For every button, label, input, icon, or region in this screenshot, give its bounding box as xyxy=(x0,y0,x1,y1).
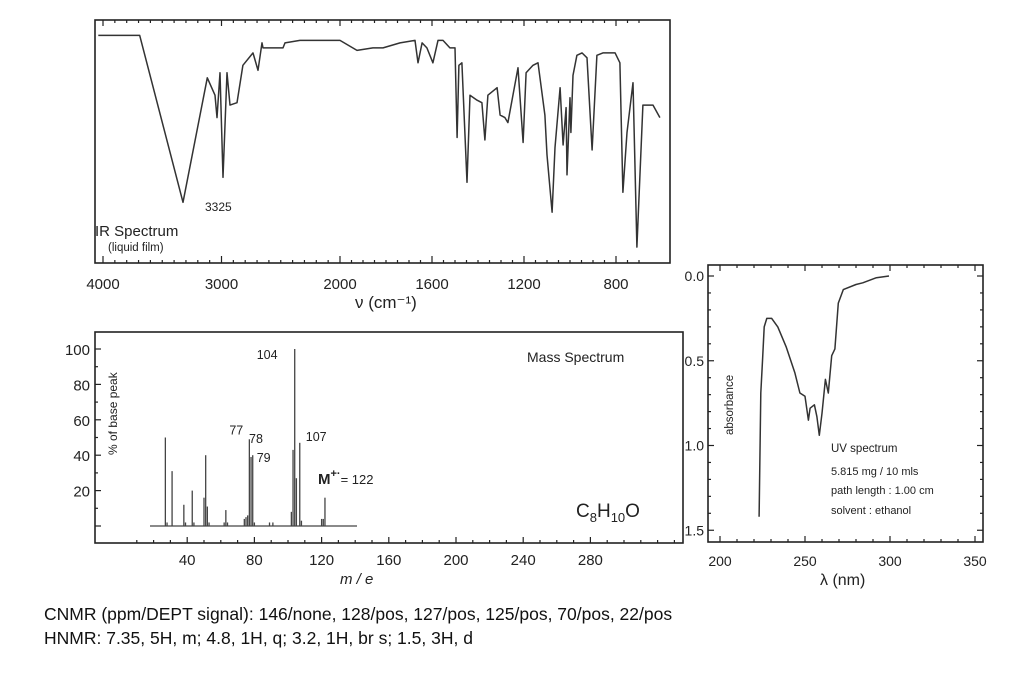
uv-spectrum-line xyxy=(758,275,890,517)
ir-x-tick-label: 800 xyxy=(603,276,628,293)
ms-x-tick-label: 280 xyxy=(578,552,603,569)
ms-panel: 40 80 120 160 200 240 280 20 40 60 80 100 104 77 78 79… xyxy=(65,331,684,588)
ir-frame xyxy=(94,19,671,264)
ir-x-tick-label: 4000 xyxy=(86,276,119,293)
ir-peak-label: 3325 xyxy=(205,200,232,214)
ms-y-tick-label: 60 xyxy=(73,413,90,430)
uv-y-tick-label: 1.0 xyxy=(685,438,705,454)
uv-x-tick-label: 200 xyxy=(708,553,732,569)
uv-ylabel: absorbance xyxy=(724,375,736,435)
uv-frame xyxy=(707,264,984,543)
ms-peak-label: 78 xyxy=(249,432,263,446)
ms-x-tick-label: 160 xyxy=(376,552,401,569)
ms-ylabel: % of base peak xyxy=(106,371,120,455)
ms-x-tick-label: 240 xyxy=(511,552,536,569)
ms-x-tick-label: 80 xyxy=(246,552,263,569)
hnmr-text: HNMR: 7.35, 5H, m; 4.8, 1H, q; 3.2, 1H, … xyxy=(44,628,473,648)
ms-xlabel: m / e xyxy=(340,571,373,588)
ms-y-tick-label: 20 xyxy=(73,484,90,501)
ir-panel: 4000 3000 2000 1600 1200 800 3325 IR Spectrum… xyxy=(86,19,671,312)
ms-y-tick-label: 100 xyxy=(65,342,90,359)
ms-molecular-ion: M+·= 122 xyxy=(318,468,374,488)
ms-x-tick-label: 40 xyxy=(179,552,196,569)
ir-subtitle: (liquid film) xyxy=(108,242,164,254)
ms-x-tick-label: 200 xyxy=(443,552,468,569)
ms-peak-label: 77 xyxy=(229,423,243,437)
uv-x-tick-label: 250 xyxy=(793,553,817,569)
ms-title: Mass Spectrum xyxy=(527,349,624,365)
ms-y-tick-label: 80 xyxy=(73,377,90,394)
uv-y-tick-label: 0.5 xyxy=(685,353,705,369)
ir-x-tick-label: 1600 xyxy=(415,276,448,293)
uv-y-tick-label: 1.5 xyxy=(685,522,705,538)
uv-x-tick-label: 350 xyxy=(963,553,987,569)
ms-peak-label: 107 xyxy=(306,430,327,444)
ms-peak-label: 104 xyxy=(257,348,278,362)
uv-panel: 200 250 300 350 0.0 0.5 1.0 1.5 absorbance UV s… xyxy=(685,264,987,589)
uv-x-tick-label: 300 xyxy=(878,553,902,569)
ms-formula: C8H10O xyxy=(576,501,640,525)
uv-note-path-length: path length : 1.00 cm xyxy=(831,485,934,497)
cnmr-text: CNMR (ppm/DEPT signal): 146/none, 128/po… xyxy=(44,604,673,624)
ms-x-tick-label: 120 xyxy=(309,552,334,569)
ms-y-tick-label: 40 xyxy=(73,448,90,465)
uv-xlabel: λ (nm) xyxy=(820,572,865,589)
uv-note-concentration: 5.815 mg / 10 mls xyxy=(831,466,919,478)
uv-y-tick-label: 0.0 xyxy=(685,268,705,284)
ms-peak-label: 79 xyxy=(257,451,271,465)
ir-xlabel: ν (cm⁻¹) xyxy=(355,293,417,312)
ir-x-tick-label: 1200 xyxy=(507,276,540,293)
ir-x-tick-label: 2000 xyxy=(323,276,356,293)
ir-title: IR Spectrum xyxy=(95,223,178,240)
uv-title: UV spectrum xyxy=(831,443,897,455)
ir-x-tick-label: 3000 xyxy=(205,276,238,293)
ir-spectrum-line xyxy=(98,34,661,248)
uv-note-solvent: solvent : ethanol xyxy=(831,505,911,517)
